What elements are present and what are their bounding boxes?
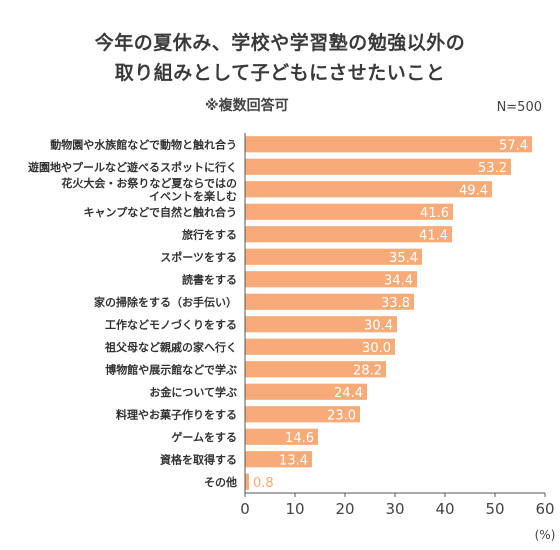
category-label: 工作などモノづくりをする [105, 317, 237, 331]
x-tick-label: 50 [485, 500, 504, 518]
x-tick-label: 10 [285, 500, 304, 518]
bar [245, 316, 397, 333]
bar [245, 158, 511, 175]
category-label: 博物館や展示館などで学ぶ [105, 362, 237, 376]
chart-title-line-1: 今年の夏休み、学校や学習塾の勉強以外の [94, 32, 466, 54]
chart-title-line-2: 取り組みとして子どもにさせたいこと [114, 62, 446, 84]
bar [245, 226, 452, 243]
value-label: 57.4 [499, 138, 528, 153]
chart-subtitle: ※複数回答可 [205, 98, 289, 114]
value-label: 24.4 [334, 386, 363, 401]
bar [245, 271, 417, 288]
category-label: その他 [204, 475, 237, 489]
bar [245, 451, 312, 468]
value-label: 30.0 [362, 341, 391, 356]
value-label: 23.0 [327, 408, 356, 423]
x-tick-label: 30 [385, 500, 404, 518]
value-label: 30.4 [364, 318, 393, 333]
x-tick-label: 20 [335, 500, 354, 518]
category-label: お金について学ぶ [149, 385, 237, 399]
value-label: 53.2 [478, 161, 507, 176]
category-label: 資格を取得する [160, 452, 237, 466]
bar [245, 383, 367, 400]
bar [245, 136, 532, 153]
x-unit-label: (%) [535, 528, 556, 542]
bar [245, 248, 422, 265]
value-label: 35.4 [389, 251, 418, 266]
category-label: 料理やお菓子作りをする [116, 407, 237, 421]
category-label: 遊園地やプールなど遊べるスポットに行く [28, 160, 237, 174]
value-label: 0.8 [253, 476, 274, 491]
sample-size: N=500 [496, 100, 542, 115]
bar [245, 361, 386, 378]
x-tick-label: 60 [535, 500, 554, 518]
value-label: 41.4 [419, 228, 448, 243]
category-label: 祖父母など親戚の家へ行く [104, 340, 237, 354]
category-label: キャンプなどで自然と触れ合う [84, 205, 237, 219]
category-label: 家の掃除をする（お手伝い） [94, 295, 237, 309]
bar [245, 203, 453, 220]
bar [245, 406, 360, 423]
category-label: スポーツをする [160, 250, 237, 264]
category-label: 動物園や水族館などで動物と触れ合う [50, 137, 237, 151]
x-tick-label: 0 [240, 500, 250, 518]
value-label: 33.8 [381, 296, 410, 311]
x-tick-label: 40 [435, 500, 454, 518]
value-label: 34.4 [384, 273, 413, 288]
category-label: 花火大会・お祭りなど夏ならではの [61, 176, 237, 190]
category-label: イベントを楽しむ [149, 189, 237, 203]
bar [245, 293, 414, 310]
value-label: 28.2 [353, 363, 382, 378]
value-label: 13.4 [279, 453, 308, 468]
value-label: 41.6 [420, 206, 449, 221]
value-label: 14.6 [285, 431, 314, 446]
bar [245, 338, 395, 355]
bar [245, 473, 249, 490]
bar [245, 428, 318, 445]
category-label: 旅行をする [182, 227, 237, 241]
category-label: ゲームをする [171, 430, 237, 444]
bar [245, 181, 492, 198]
category-label: 読書をする [182, 272, 237, 286]
value-label: 49.4 [459, 183, 488, 198]
